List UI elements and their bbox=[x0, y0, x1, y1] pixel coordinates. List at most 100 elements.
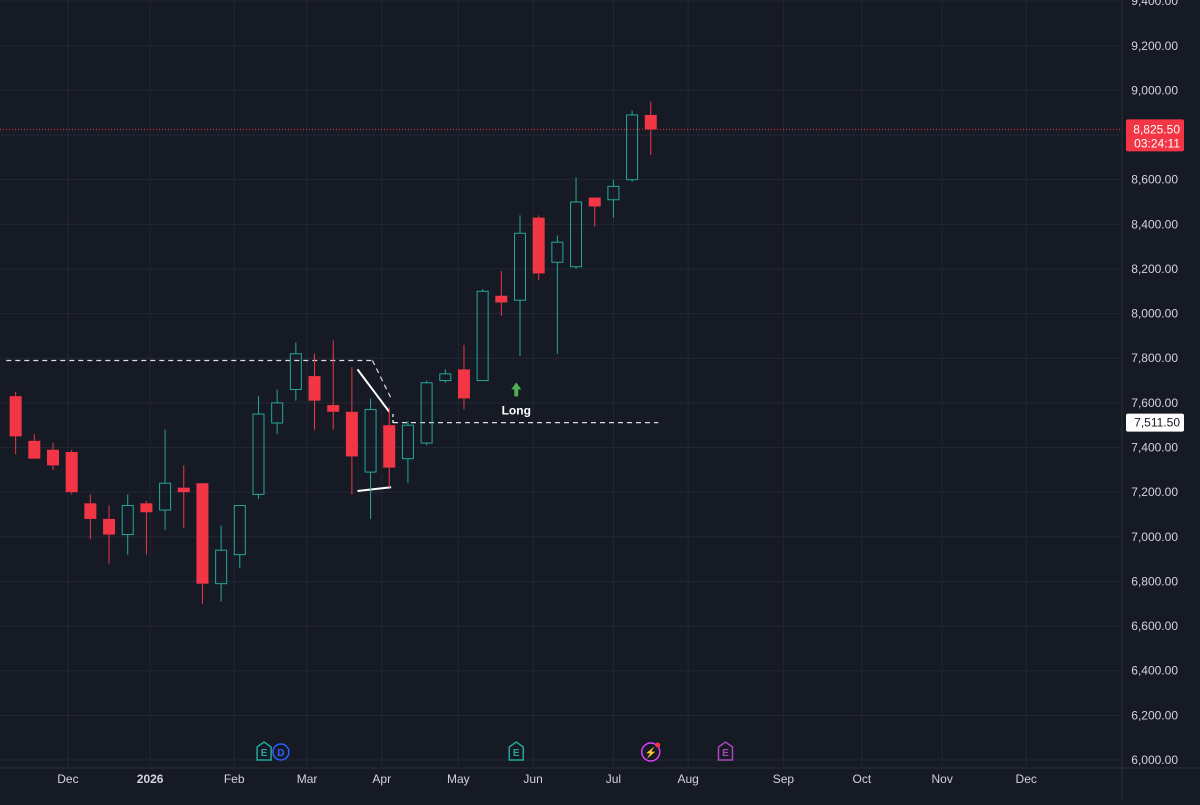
candle-body bbox=[514, 232, 526, 301]
candle-body bbox=[570, 201, 583, 268]
x-axis[interactable]: Dec 2026 Feb Mar Apr May Jun Jul Aug Sep Oct Nov Dec bbox=[57, 772, 1037, 786]
event-markers[interactable]: E D E ⚡ E bbox=[256, 741, 734, 762]
x-tick-label: Mar bbox=[297, 772, 318, 786]
candle-body bbox=[103, 518, 116, 535]
candle-up[interactable] bbox=[514, 215, 526, 357]
y-tick-label: 8,200.00 bbox=[1131, 262, 1178, 276]
candle-up[interactable] bbox=[476, 289, 489, 382]
candle-up[interactable] bbox=[439, 369, 452, 383]
event-letter: E bbox=[513, 748, 520, 759]
candle-body bbox=[401, 424, 414, 460]
candle-down[interactable] bbox=[495, 271, 508, 316]
candle-up[interactable] bbox=[159, 429, 172, 531]
candle-body bbox=[551, 241, 564, 263]
x-tick-label: Oct bbox=[853, 772, 872, 786]
candle-body bbox=[439, 373, 452, 382]
event-marker-icon[interactable]: D bbox=[272, 743, 290, 761]
resistance-dashed-tail bbox=[371, 360, 392, 399]
x-tick-label: Jul bbox=[606, 772, 621, 786]
event-marker-icon[interactable]: E bbox=[256, 741, 272, 761]
candle-up[interactable] bbox=[271, 389, 284, 435]
candle-up[interactable] bbox=[420, 380, 433, 446]
candle-down[interactable] bbox=[28, 434, 41, 459]
candle-down[interactable] bbox=[196, 483, 209, 604]
earnings-icon bbox=[717, 741, 734, 761]
y-tick-label: 8,600.00 bbox=[1131, 173, 1178, 187]
candle-body bbox=[47, 449, 59, 466]
level-price-bg bbox=[1126, 413, 1184, 432]
event-marker-icon[interactable]: E bbox=[508, 741, 525, 761]
candle-down[interactable] bbox=[644, 101, 657, 156]
dividend-icon bbox=[272, 743, 290, 761]
candle-up[interactable] bbox=[289, 342, 302, 401]
news-flash-icon bbox=[641, 742, 661, 762]
candle-body bbox=[159, 482, 172, 511]
candle-body bbox=[420, 382, 433, 444]
candle-up[interactable] bbox=[233, 505, 246, 569]
y-tick-label: 9,000.00 bbox=[1131, 83, 1178, 97]
candle-up[interactable] bbox=[570, 177, 583, 269]
event-marker-icon[interactable]: E bbox=[717, 741, 734, 761]
candle-up[interactable] bbox=[121, 494, 134, 555]
candle-body bbox=[345, 411, 358, 457]
event-marker-icon[interactable]: ⚡ bbox=[641, 742, 661, 762]
candle-body bbox=[532, 217, 545, 274]
candle-down[interactable] bbox=[177, 465, 190, 528]
wedge-upper-line bbox=[356, 368, 391, 413]
candle-down[interactable] bbox=[308, 353, 321, 430]
candle-down[interactable] bbox=[47, 443, 59, 470]
earnings-icon bbox=[508, 741, 525, 761]
candle-up[interactable] bbox=[401, 420, 414, 484]
candle-up[interactable] bbox=[551, 235, 564, 354]
y-tick-label: 7,800.00 bbox=[1131, 351, 1178, 365]
candle-body bbox=[177, 487, 190, 493]
candle-down[interactable] bbox=[103, 505, 116, 564]
event-letter: E bbox=[261, 748, 268, 759]
candle-down[interactable] bbox=[345, 367, 358, 495]
earnings-icon bbox=[256, 741, 272, 761]
candle-body bbox=[457, 369, 470, 399]
candle-down[interactable] bbox=[588, 197, 601, 227]
candle-down[interactable] bbox=[383, 407, 396, 488]
level-price-tag: 7,511.50 bbox=[1126, 413, 1184, 432]
candle-up[interactable] bbox=[215, 525, 228, 602]
y-tick-label: 9,200.00 bbox=[1131, 39, 1178, 53]
y-tick-label: 7,600.00 bbox=[1131, 396, 1178, 410]
candles[interactable] bbox=[9, 101, 657, 604]
candle-up[interactable] bbox=[252, 396, 265, 499]
candle-down[interactable] bbox=[65, 449, 78, 495]
candle-down[interactable] bbox=[9, 391, 22, 455]
y-tick-label: 8,000.00 bbox=[1131, 307, 1178, 321]
x-tick-label: Jun bbox=[523, 772, 542, 786]
candle-down[interactable] bbox=[140, 501, 153, 555]
candle-up[interactable] bbox=[607, 179, 620, 218]
candle-down[interactable] bbox=[457, 344, 470, 410]
y-tick-label: 9,400.00 bbox=[1131, 0, 1178, 8]
up-arrow-icon bbox=[511, 382, 522, 397]
long-label: Long bbox=[502, 403, 531, 417]
candle-body bbox=[271, 402, 284, 424]
y-axis[interactable]: 6,000.00 6,200.00 6,400.00 6,600.00 6,800.00… bbox=[1131, 0, 1178, 767]
candle-body bbox=[289, 353, 302, 390]
candle-body bbox=[233, 505, 246, 556]
y-tick-label: 6,200.00 bbox=[1131, 708, 1178, 722]
candle-down[interactable] bbox=[84, 494, 97, 540]
long-signal: Long bbox=[502, 382, 531, 417]
candle-body bbox=[215, 549, 228, 585]
drawings[interactable] bbox=[6, 359, 659, 493]
candle-body bbox=[588, 197, 601, 207]
candle-body bbox=[495, 295, 508, 303]
candle-body bbox=[383, 425, 396, 468]
candle-down[interactable] bbox=[327, 340, 340, 430]
candle-up[interactable] bbox=[626, 110, 639, 182]
candle-body bbox=[9, 396, 22, 437]
x-tick-label: Dec bbox=[1016, 772, 1037, 786]
x-tick-label: 2026 bbox=[137, 772, 164, 786]
candle-up[interactable] bbox=[364, 398, 377, 519]
candle-down[interactable] bbox=[532, 215, 545, 281]
